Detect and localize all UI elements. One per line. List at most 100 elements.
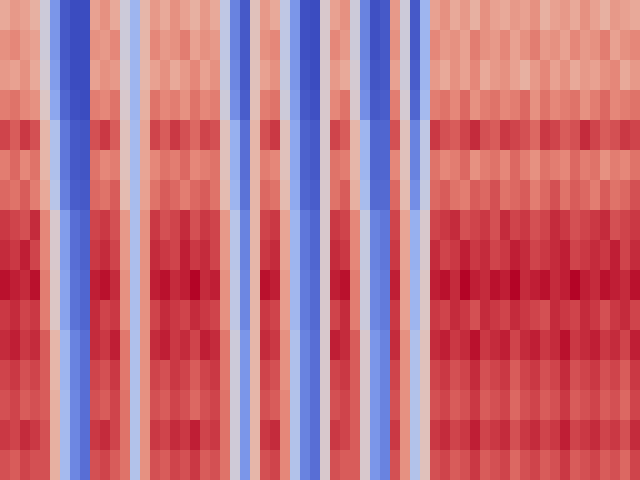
heatmap-cell	[350, 30, 361, 61]
heatmap-cell	[160, 390, 171, 421]
heatmap-cell	[610, 360, 621, 391]
heatmap-cell	[140, 300, 151, 331]
heatmap-cell	[250, 390, 261, 421]
heatmap-cell	[310, 120, 321, 151]
heatmap-cell	[420, 240, 431, 271]
heatmap-cell	[440, 150, 451, 181]
heatmap-cell	[290, 180, 301, 211]
heatmap-cell	[0, 240, 11, 271]
heatmap-cell	[550, 330, 561, 361]
heatmap-cell	[110, 180, 121, 211]
heatmap-cell	[330, 210, 341, 241]
heatmap-cell	[70, 180, 81, 211]
heatmap-cell	[570, 420, 581, 451]
heatmap-cell	[500, 330, 511, 361]
heatmap-cell	[600, 30, 611, 61]
heatmap-cell	[190, 210, 201, 241]
heatmap-cell	[120, 330, 131, 361]
heatmap-cell	[200, 0, 211, 31]
heatmap-cell	[60, 60, 71, 91]
heatmap-cell	[20, 30, 31, 61]
heatmap-cell	[400, 0, 411, 31]
heatmap-cell	[70, 210, 81, 241]
heatmap-cell	[450, 0, 461, 31]
heatmap-cell	[540, 210, 551, 241]
heatmap-cell	[530, 450, 541, 480]
heatmap-cell	[530, 240, 541, 271]
heatmap-cell	[110, 30, 121, 61]
heatmap-cell	[600, 210, 611, 241]
heatmap-cell	[130, 30, 141, 61]
heatmap-cell	[220, 120, 231, 151]
heatmap-cell	[370, 240, 381, 271]
heatmap-cell	[130, 360, 141, 391]
heatmap-cell	[10, 360, 21, 391]
heatmap-cell	[400, 270, 411, 301]
heatmap-cell	[390, 30, 401, 61]
heatmap-cell	[110, 90, 121, 121]
heatmap-cell	[240, 150, 251, 181]
heatmap-cell	[410, 150, 421, 181]
heatmap-cell	[460, 30, 471, 61]
heatmap-cell	[330, 240, 341, 271]
heatmap-cell	[630, 330, 640, 361]
heatmap-cell	[380, 210, 391, 241]
heatmap-cell	[490, 420, 501, 451]
heatmap-cell	[290, 330, 301, 361]
heatmap-cell	[400, 180, 411, 211]
heatmap-cell	[270, 330, 281, 361]
heatmap-cell	[160, 120, 171, 151]
heatmap-cell	[500, 240, 511, 271]
heatmap-cell	[300, 90, 311, 121]
heatmap-cell	[160, 270, 171, 301]
heatmap-cell	[390, 420, 401, 451]
heatmap-cell	[50, 120, 61, 151]
heatmap-cell	[220, 240, 231, 271]
heatmap-cell	[470, 240, 481, 271]
heatmap-cell	[240, 90, 251, 121]
heatmap-cell	[180, 120, 191, 151]
heatmap-cell	[360, 150, 371, 181]
heatmap-cell	[210, 270, 221, 301]
heatmap-cell	[610, 90, 621, 121]
heatmap-cell	[430, 210, 441, 241]
heatmap-cell	[230, 210, 241, 241]
heatmap-cell	[520, 0, 531, 31]
heatmap-cell	[120, 90, 131, 121]
heatmap-cell	[570, 180, 581, 211]
heatmap-cell	[180, 150, 191, 181]
heatmap-cell	[260, 210, 271, 241]
heatmap-cell	[630, 60, 640, 91]
heatmap-cell	[160, 210, 171, 241]
heatmap-cell	[330, 420, 341, 451]
heatmap-cell	[10, 180, 21, 211]
heatmap-cell	[520, 360, 531, 391]
heatmap-cell	[310, 0, 321, 31]
heatmap-cell	[600, 180, 611, 211]
heatmap-cell	[550, 180, 561, 211]
heatmap-cell	[160, 360, 171, 391]
heatmap-cell	[220, 30, 231, 61]
heatmap-cell	[10, 60, 21, 91]
heatmap-cell	[400, 420, 411, 451]
heatmap-cell	[430, 90, 441, 121]
heatmap-cell	[600, 360, 611, 391]
heatmap-cell	[390, 60, 401, 91]
heatmap-cell	[590, 210, 601, 241]
heatmap-cell	[230, 300, 241, 331]
heatmap-cell	[540, 300, 551, 331]
heatmap-cell	[130, 150, 141, 181]
heatmap-cell	[560, 270, 571, 301]
heatmap-cell	[180, 210, 191, 241]
heatmap-cell	[510, 360, 521, 391]
heatmap-cell	[80, 150, 91, 181]
heatmap-cell	[630, 300, 640, 331]
heatmap-cell	[320, 90, 331, 121]
heatmap-cell	[540, 420, 551, 451]
heatmap-cell	[230, 270, 241, 301]
heatmap-cell	[20, 240, 31, 271]
heatmap-cell	[550, 150, 561, 181]
heatmap-cell	[360, 210, 371, 241]
heatmap-cell	[30, 360, 41, 391]
heatmap-cell	[560, 390, 571, 421]
